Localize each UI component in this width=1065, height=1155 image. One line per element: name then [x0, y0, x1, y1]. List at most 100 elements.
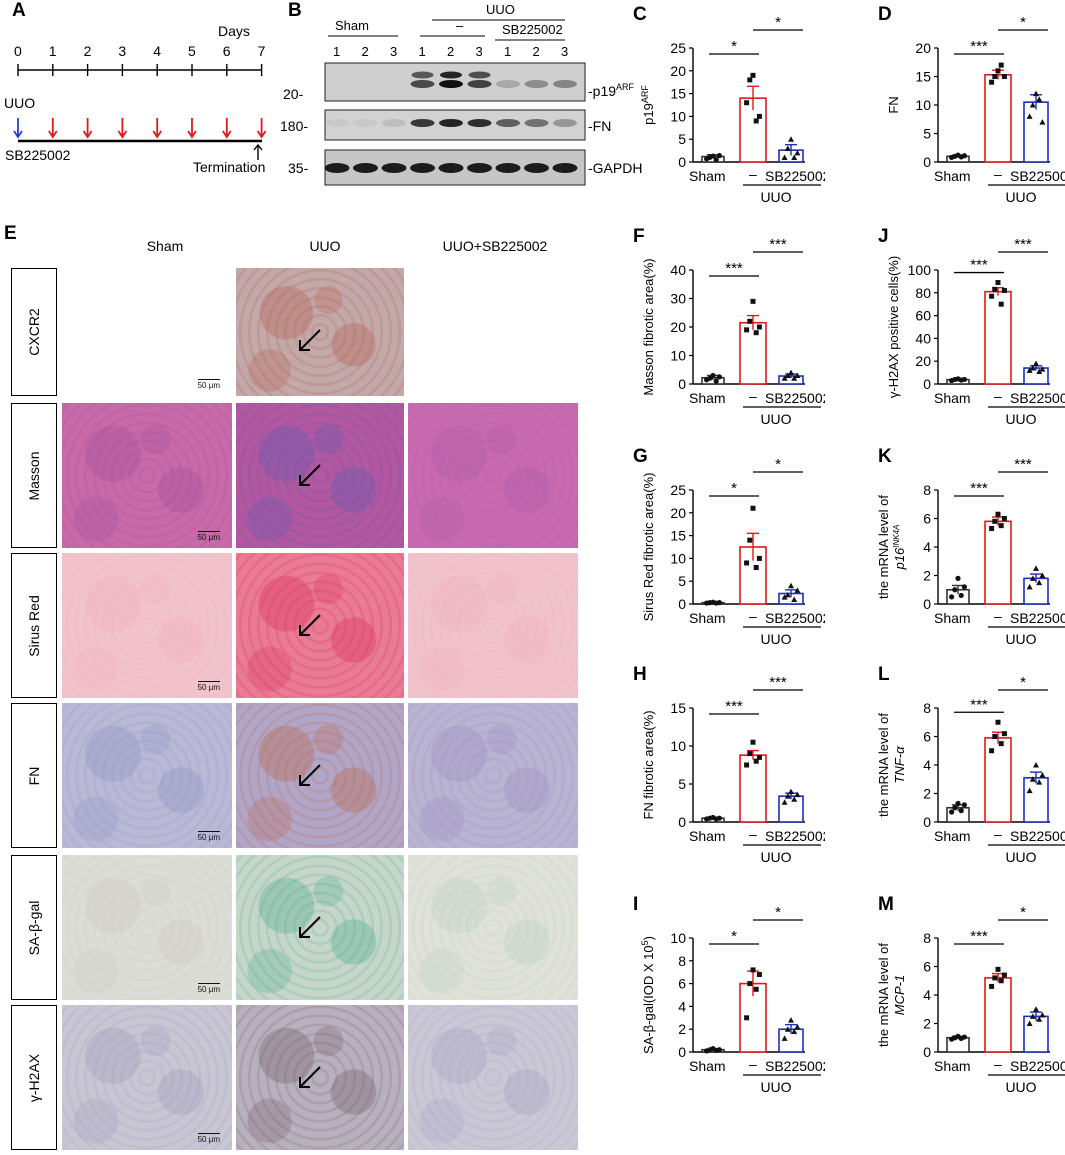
y-tick-label: 10: [670, 348, 686, 364]
band-fn: [410, 119, 435, 127]
y-tick-label: 10: [915, 97, 931, 113]
y-axis-label: Masson fibrotic area(%): [641, 258, 656, 395]
day-tick-label: 4: [153, 43, 161, 59]
data-point: [744, 1015, 750, 1021]
data-point: [750, 967, 756, 973]
significance-marker: ***: [725, 260, 743, 277]
y-tick-label: 0: [923, 376, 931, 392]
y-tick-label: 100: [908, 262, 932, 278]
bar-chart-j: J 0 20 40 60 80 100 γ-H2AX positive cells(%) Sha…: [878, 226, 1065, 427]
marker-180: 180-: [280, 118, 308, 134]
significance-marker: ***: [1014, 236, 1032, 253]
data-point: [747, 77, 753, 83]
data-point: [784, 793, 791, 799]
y-tick-label: 4: [923, 539, 931, 555]
data-point: [1039, 366, 1046, 372]
scale-bar-label: 50 μm: [197, 533, 220, 542]
data-point: [794, 372, 801, 378]
bar-chart-g: G 0 5 10 15 20 25 Sirus Red fibrotic area(%) Sha…: [633, 446, 825, 647]
protein-fn: -FN: [588, 118, 611, 134]
bar-uuo-drug: [778, 795, 804, 823]
drug-arrow-icon: [48, 118, 58, 139]
pointer-arrow-icon: [299, 329, 321, 351]
category-label: –: [994, 388, 1002, 404]
data-point: [1029, 365, 1036, 371]
significance-marker: *: [731, 38, 737, 55]
y-axis-label: the mRNA level of: [876, 943, 891, 1047]
category-label: SB225002: [765, 610, 825, 626]
data-point: [998, 978, 1004, 984]
uuo-group-label: UUO: [486, 2, 515, 17]
significance-marker: *: [731, 928, 737, 945]
scale-bar: 50 μm: [197, 1133, 220, 1144]
data-point: [716, 600, 722, 606]
y-tick-label: 10: [670, 738, 686, 754]
band-gapdh: [381, 163, 407, 173]
band-fn: [524, 119, 549, 127]
y-tick-label: 25: [670, 482, 686, 498]
panel-letter-a: A: [12, 0, 26, 21]
micrograph-fn-sham: 50 μm: [62, 703, 232, 848]
category-label: –: [994, 608, 1002, 624]
data-point: [747, 751, 753, 757]
significance-marker: ***: [769, 674, 787, 691]
pointer-arrow-icon: [299, 464, 321, 486]
data-point: [750, 505, 756, 511]
y-tick-label: 0: [678, 376, 686, 392]
micrograph-masson-uuo: [236, 403, 404, 548]
lane-number: 1: [419, 44, 426, 59]
data-point: [961, 802, 967, 808]
group-label-uuo: UUO: [760, 1079, 791, 1095]
bar-chart-f: F 0 10 20 30 40 Masson fibrotic area(%) Sham – SB…: [633, 226, 825, 427]
row-label-masson: Masson: [11, 403, 57, 548]
drug-group-label: SB225002: [502, 22, 563, 37]
category-label: –: [994, 826, 1002, 842]
column-header-uuo: UUO: [309, 238, 341, 254]
data-point: [794, 587, 801, 593]
data-point: [952, 805, 958, 811]
band-gapdh: [438, 163, 464, 173]
micrograph-cxcr2-uuo-drug: [408, 268, 578, 396]
category-label: –: [749, 166, 757, 182]
bar-chart-l: L 0 2 4 6 8 the mRNA level of TNF-α Sham – SB22500…: [876, 664, 1065, 865]
y-tick-label: 0: [923, 1044, 931, 1060]
data-point: [1001, 288, 1007, 294]
group-label-uuo: UUO: [1005, 411, 1036, 427]
day-tick-label: 2: [84, 43, 92, 59]
band-p19: [439, 80, 463, 88]
data-point: [716, 153, 722, 159]
panel-letter-m: M: [878, 894, 894, 915]
pointer-arrow-icon: [299, 1066, 321, 1088]
bar-chart-i: I 0 2 4 6 8 10 SA-β-gal(IOD X 105) Sham – SB225002…: [633, 894, 825, 1095]
bar-chart-h: H 0 5 10 15 FN fibrotic area(%) Sham – SB225002 U…: [633, 664, 825, 865]
row-label-sirus-red: Sirus Red: [11, 553, 57, 698]
data-point: [992, 975, 998, 981]
significance-marker: ***: [1014, 456, 1032, 473]
y-tick-label: 15: [915, 69, 931, 85]
bar-chart-k: K 0 2 4 6 8 the mRNA level of p16INK4A Sham – SB22…: [876, 446, 1065, 647]
micrograph-sirus-red-uuo: [236, 553, 404, 698]
data-point: [747, 981, 753, 987]
data-point: [955, 575, 961, 581]
y-tick-label: 2: [923, 1016, 931, 1032]
data-point: [949, 809, 955, 815]
panel-letter-k: K: [878, 446, 892, 467]
category-label: –: [749, 388, 757, 404]
category-label: SB225002: [1010, 610, 1065, 626]
data-point: [958, 592, 964, 599]
panel-letter-e: E: [4, 223, 17, 244]
blot-bands: [324, 71, 578, 173]
row-label-sa-gal: SA-β-gal: [11, 855, 57, 1000]
category-label: Sham: [934, 610, 971, 626]
data-point: [1001, 74, 1007, 79]
group-label-uuo: UUO: [1005, 1079, 1036, 1095]
y-axis-label: p19ARF: [640, 85, 656, 125]
y-tick-label: 8: [923, 930, 931, 946]
y-tick-label: 25: [670, 40, 686, 56]
drug-arrow-icon: [82, 118, 93, 139]
lane-number: 2: [362, 44, 369, 59]
data-point: [744, 560, 750, 566]
y-tick-label: 20: [670, 63, 686, 79]
data-point: [781, 375, 788, 381]
group-label-uuo: UUO: [760, 189, 791, 205]
